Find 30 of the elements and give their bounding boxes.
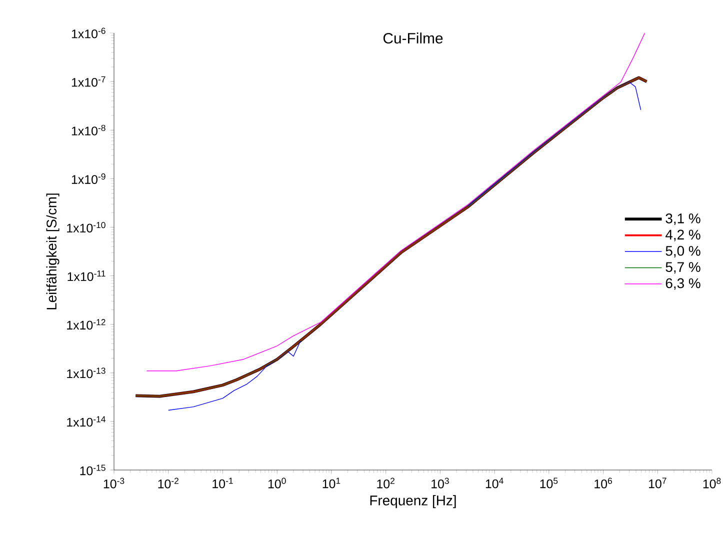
y-tick-label: 1x10$^{-7}$ bbox=[72, 76, 106, 87]
x-axis-title: Frequenz [Hz] bbox=[370, 495, 456, 508]
y-tick-label: 1x10$^{-13}$ bbox=[67, 368, 106, 378]
y-tick-label: 10$^{-15}$ bbox=[80, 464, 106, 476]
x-tick-label: 10$^{-3}$ bbox=[104, 478, 124, 488]
y-tick-label: 1x10$^{-9}$ bbox=[72, 173, 106, 184]
y-tick-label: 1x10$^{-14}$ bbox=[67, 416, 106, 427]
x-tick-label: 10$^{1}$ bbox=[322, 478, 340, 488]
x-tick-label: 10$^{6}$ bbox=[594, 478, 612, 488]
legend-label: 5,7 % bbox=[666, 262, 700, 274]
y-tick-label: 1x10$^{-10}$ bbox=[67, 222, 106, 233]
y-tick-label: 1x10$^{-8}$ bbox=[72, 124, 106, 136]
legend-label: 6,3 % bbox=[666, 278, 700, 290]
x-tick-label: 10$^{-2}$ bbox=[158, 478, 178, 488]
x-tick-label: 10$^{0}$ bbox=[268, 478, 286, 488]
x-tick-label: 10$^{2}$ bbox=[377, 478, 394, 488]
x-tick-label: 10$^{-1}$ bbox=[212, 478, 233, 488]
y-tick-label: 1x10$^{-12}$ bbox=[67, 319, 106, 330]
x-tick-label: 10$^{4}$ bbox=[486, 478, 504, 488]
legend-label: 5,0 % bbox=[666, 246, 700, 258]
x-tick-label: 10$^{8}$ bbox=[703, 478, 721, 488]
legend-label: 3,1 % bbox=[666, 213, 700, 226]
y-tick-label: 1x10$^{-11}$ bbox=[68, 270, 106, 282]
legend-label: 4,2 % bbox=[665, 230, 700, 242]
y-tick-label: 1x10$^{-6}$ bbox=[72, 28, 106, 38]
x-tick-label: 10$^{7}$ bbox=[648, 478, 666, 488]
x-tick-label: 10$^{3}$ bbox=[432, 478, 449, 488]
chart-title: Cu-Filme bbox=[383, 32, 443, 44]
x-tick-label: 10$^{5}$ bbox=[540, 478, 558, 488]
y-axis-title: Leitfähigkeit [S/cm] bbox=[46, 194, 60, 310]
